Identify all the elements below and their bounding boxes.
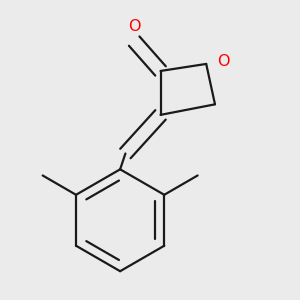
Text: O: O: [217, 54, 229, 69]
Text: O: O: [128, 19, 140, 34]
